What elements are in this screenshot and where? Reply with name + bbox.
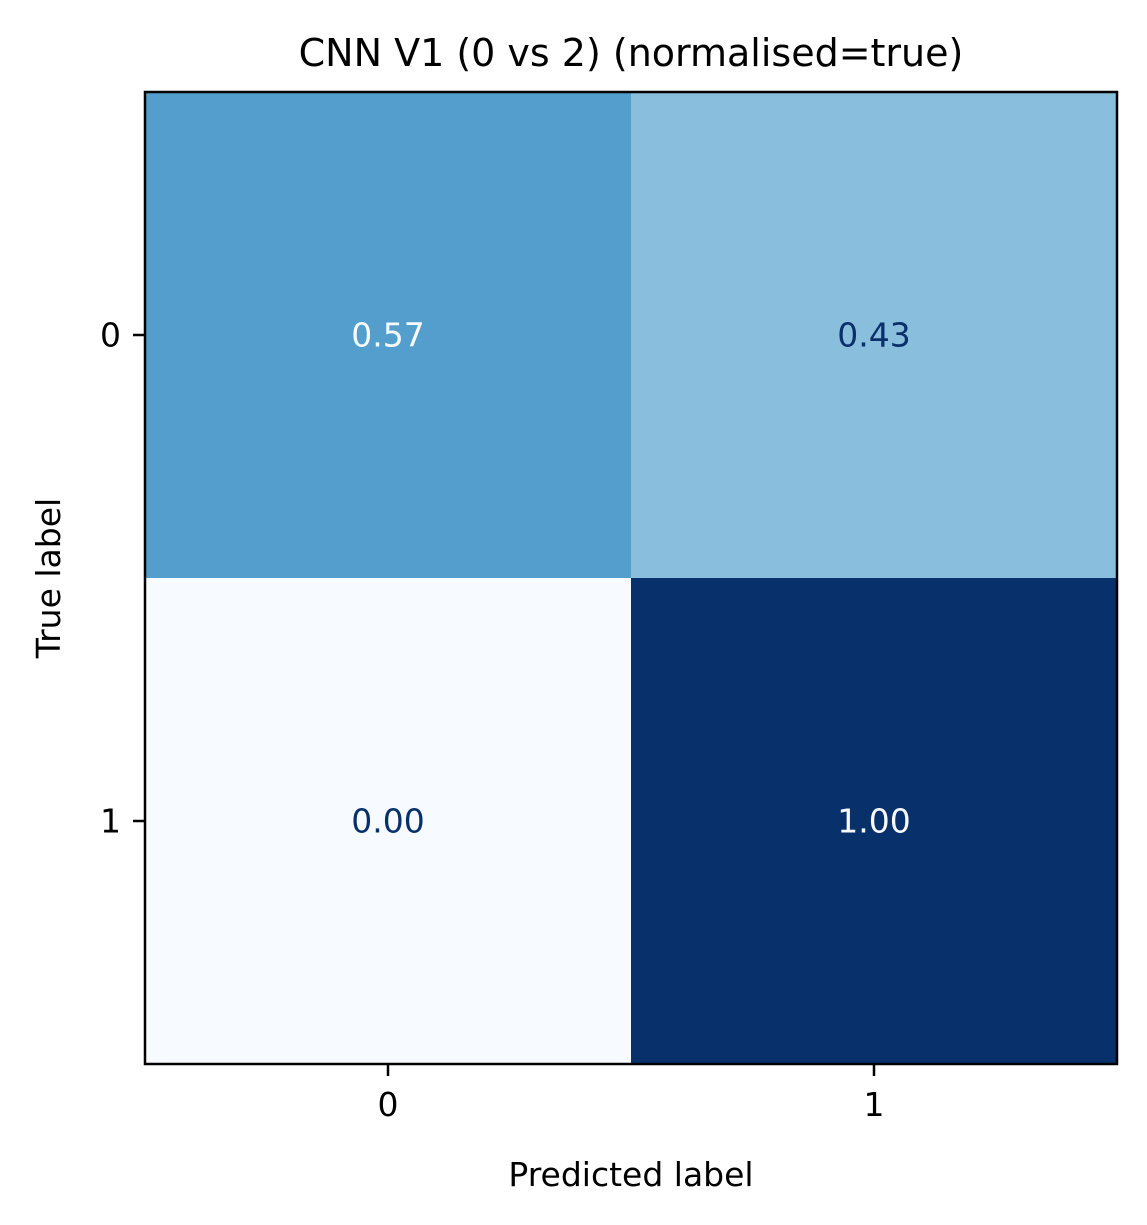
chart-title: CNN V1 (0 vs 2) (normalised=true) <box>299 31 964 75</box>
cell-value-label-1-0: 0.00 <box>351 802 424 841</box>
x-tick-label-0: 0 <box>378 1085 399 1124</box>
matrix-cell-1-0 <box>145 578 632 1065</box>
cell-value-label-0-1: 0.43 <box>837 316 910 355</box>
matrix-cell-0-0 <box>145 92 632 579</box>
y-tick-label-1: 1 <box>100 802 121 841</box>
x-tick-label-1: 1 <box>864 1085 885 1124</box>
y-axis-ticks: 01 <box>100 316 145 841</box>
matrix-cell-labels: 0.57 0.43 0.00 1.00 <box>351 316 910 841</box>
cell-value-label-0-0: 0.57 <box>351 316 424 355</box>
x-axis-label: Predicted label <box>508 1155 753 1194</box>
matrix-cells <box>145 92 1118 1065</box>
plot-frame <box>143 90 1119 1066</box>
matrix-cell-1-1 <box>631 578 1118 1065</box>
y-tick-label-0: 0 <box>100 316 121 355</box>
matrix-cell-0-1 <box>631 92 1118 579</box>
cell-value-label-1-1: 1.00 <box>837 802 910 841</box>
y-axis-label: True label <box>29 498 68 659</box>
